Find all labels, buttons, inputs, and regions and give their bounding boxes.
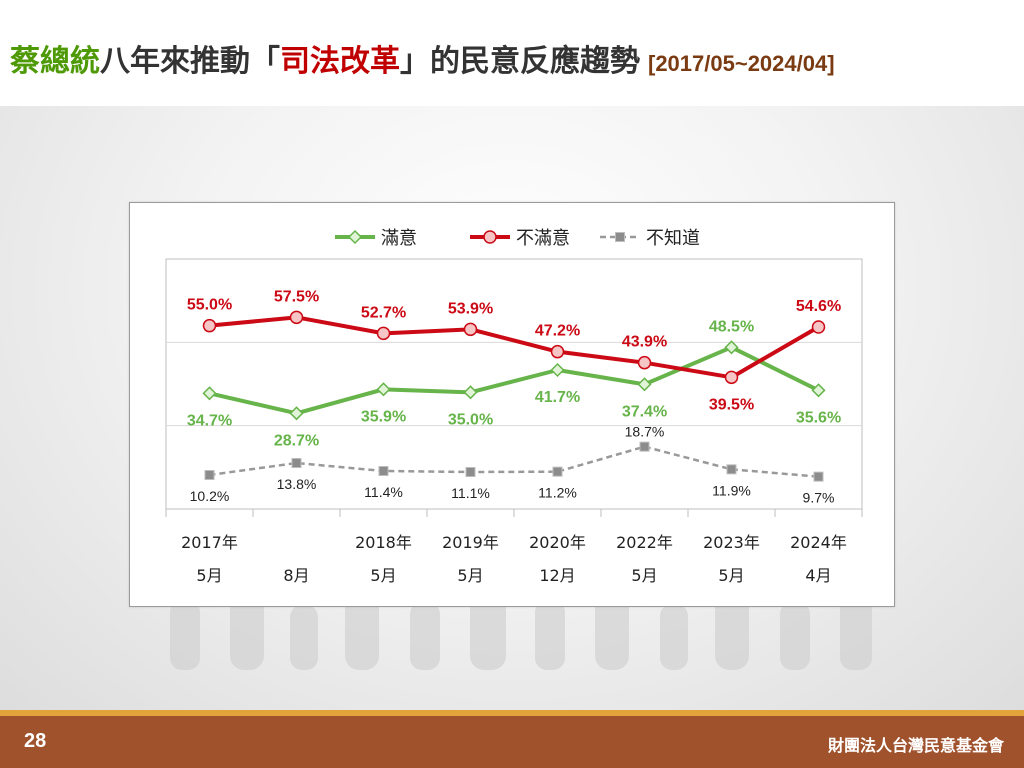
data-label-3: 11.4%	[364, 484, 403, 500]
data-point-3	[639, 441, 650, 452]
title-part-trend: 」的民意反應趨勢	[400, 44, 640, 79]
legend-label-2: 不滿意	[516, 228, 570, 249]
data-label-1: 35.9%	[361, 408, 406, 425]
x-tick-label-month: 5月	[370, 566, 396, 585]
x-tick-label-year: 2020年	[529, 533, 586, 552]
data-point-2	[202, 318, 217, 333]
data-label-1: 37.4%	[622, 403, 667, 420]
data-label-2: 53.9%	[448, 300, 493, 317]
data-point-3	[813, 471, 824, 482]
legend-label-1: 滿意	[381, 228, 417, 249]
data-point-1	[724, 340, 739, 355]
x-tick-label-year: 2022年	[616, 533, 673, 552]
x-tick-label-month: 5月	[718, 566, 744, 585]
data-point-2	[376, 326, 391, 341]
data-point-3	[204, 470, 215, 480]
data-point-2	[463, 322, 478, 337]
x-tick-label-month: 8月	[283, 566, 309, 585]
data-label-2: 52.7%	[361, 304, 406, 321]
data-label-1: 48.5%	[709, 318, 754, 335]
data-label-2: 43.9%	[622, 334, 667, 351]
series-line-3	[209, 445, 819, 478]
data-point-1	[811, 383, 826, 398]
data-point-2	[724, 370, 739, 385]
legend-marker-1	[347, 229, 363, 245]
data-point-2	[289, 310, 304, 325]
plot-area	[165, 258, 863, 510]
data-point-2	[550, 344, 565, 359]
data-point-1	[289, 406, 304, 421]
data-label-2: 47.2%	[535, 323, 580, 340]
data-point-3	[552, 466, 563, 477]
slide-title: 蔡總統八年來推動「司法改革」的民意反應趨勢 [2017/05~2024/04]	[10, 36, 835, 80]
legend-marker-3	[615, 232, 625, 242]
crowd-silhouette-decoration	[170, 588, 872, 670]
data-label-2: 57.5%	[274, 288, 319, 305]
data-point-3	[291, 458, 302, 468]
data-label-1: 35.6%	[796, 409, 841, 426]
data-point-3	[465, 467, 476, 477]
legend-marker-2	[483, 230, 497, 244]
series-line-2	[209, 315, 820, 380]
data-label-2: 54.6%	[796, 298, 841, 315]
data-label-3: 10.2%	[190, 488, 230, 504]
title-date-range: [2017/05~2024/04]	[648, 51, 835, 76]
chart-panel: 2017年 5月 8月 2018年 5月 2019年 5月 2020年 12月 2022年 5月 20…	[129, 202, 895, 607]
title-part-president: 蔡總統	[10, 44, 100, 79]
title-bar: 蔡總統八年來推動「司法改革」的民意反應趨勢 [2017/05~2024/04]	[0, 0, 1024, 106]
data-label-1: 41.7%	[535, 389, 580, 406]
x-tick-label-year: 2017年	[181, 533, 238, 552]
x-tick-label-month: 5月	[457, 566, 483, 585]
x-tick-label-month: 5月	[196, 566, 222, 585]
data-point-1	[463, 385, 478, 400]
data-point-3	[378, 466, 389, 476]
data-label-3: 9.7%	[803, 490, 835, 506]
x-tick-label-month: 5月	[631, 566, 657, 585]
data-label-1: 35.0%	[448, 411, 493, 428]
x-tick-label-year: 2019年	[442, 533, 499, 552]
data-point-1	[202, 386, 217, 401]
x-tick-label-month: 12月	[539, 566, 575, 585]
data-label-1: 28.7%	[274, 432, 319, 449]
data-label-3: 11.9%	[712, 482, 751, 498]
data-label-3: 11.1%	[451, 485, 490, 501]
data-point-1	[376, 382, 391, 397]
page-number: 28	[24, 730, 47, 752]
title-part-reform-lead: 八年來推動「	[100, 44, 280, 79]
x-tick-label-year: 2024年	[790, 533, 847, 552]
data-label-3: 11.2%	[538, 485, 577, 501]
footer-accent-line	[0, 710, 1024, 716]
data-label-2: 55.0%	[187, 297, 232, 314]
x-tick-label-month: 4月	[805, 566, 831, 585]
footer-bar: 28 財團法人台灣民意基金會	[0, 716, 1024, 768]
data-point-1	[637, 377, 652, 392]
x-tick-label-year: 2018年	[355, 533, 412, 552]
data-point-3	[726, 464, 737, 475]
data-point-2	[811, 320, 826, 334]
x-tick-label-year: 2023年	[703, 533, 760, 552]
data-label-1: 34.7%	[187, 412, 232, 429]
data-point-2	[637, 355, 652, 370]
data-label-2: 39.5%	[709, 396, 754, 413]
title-part-judicial-reform: 司法改革	[280, 44, 400, 79]
trend-line-chart: 2017年 5月 8月 2018年 5月 2019年 5月 2020年 12月 2022年 5月 20…	[165, 228, 863, 585]
series-line-1	[209, 345, 820, 416]
data-point-1	[550, 362, 565, 378]
organization-name: 財團法人台灣民意基金會	[827, 736, 1004, 755]
data-label-3: 18.7%	[625, 424, 665, 440]
legend-label-3: 不知道	[646, 228, 700, 249]
data-label-3: 13.8%	[277, 476, 317, 492]
